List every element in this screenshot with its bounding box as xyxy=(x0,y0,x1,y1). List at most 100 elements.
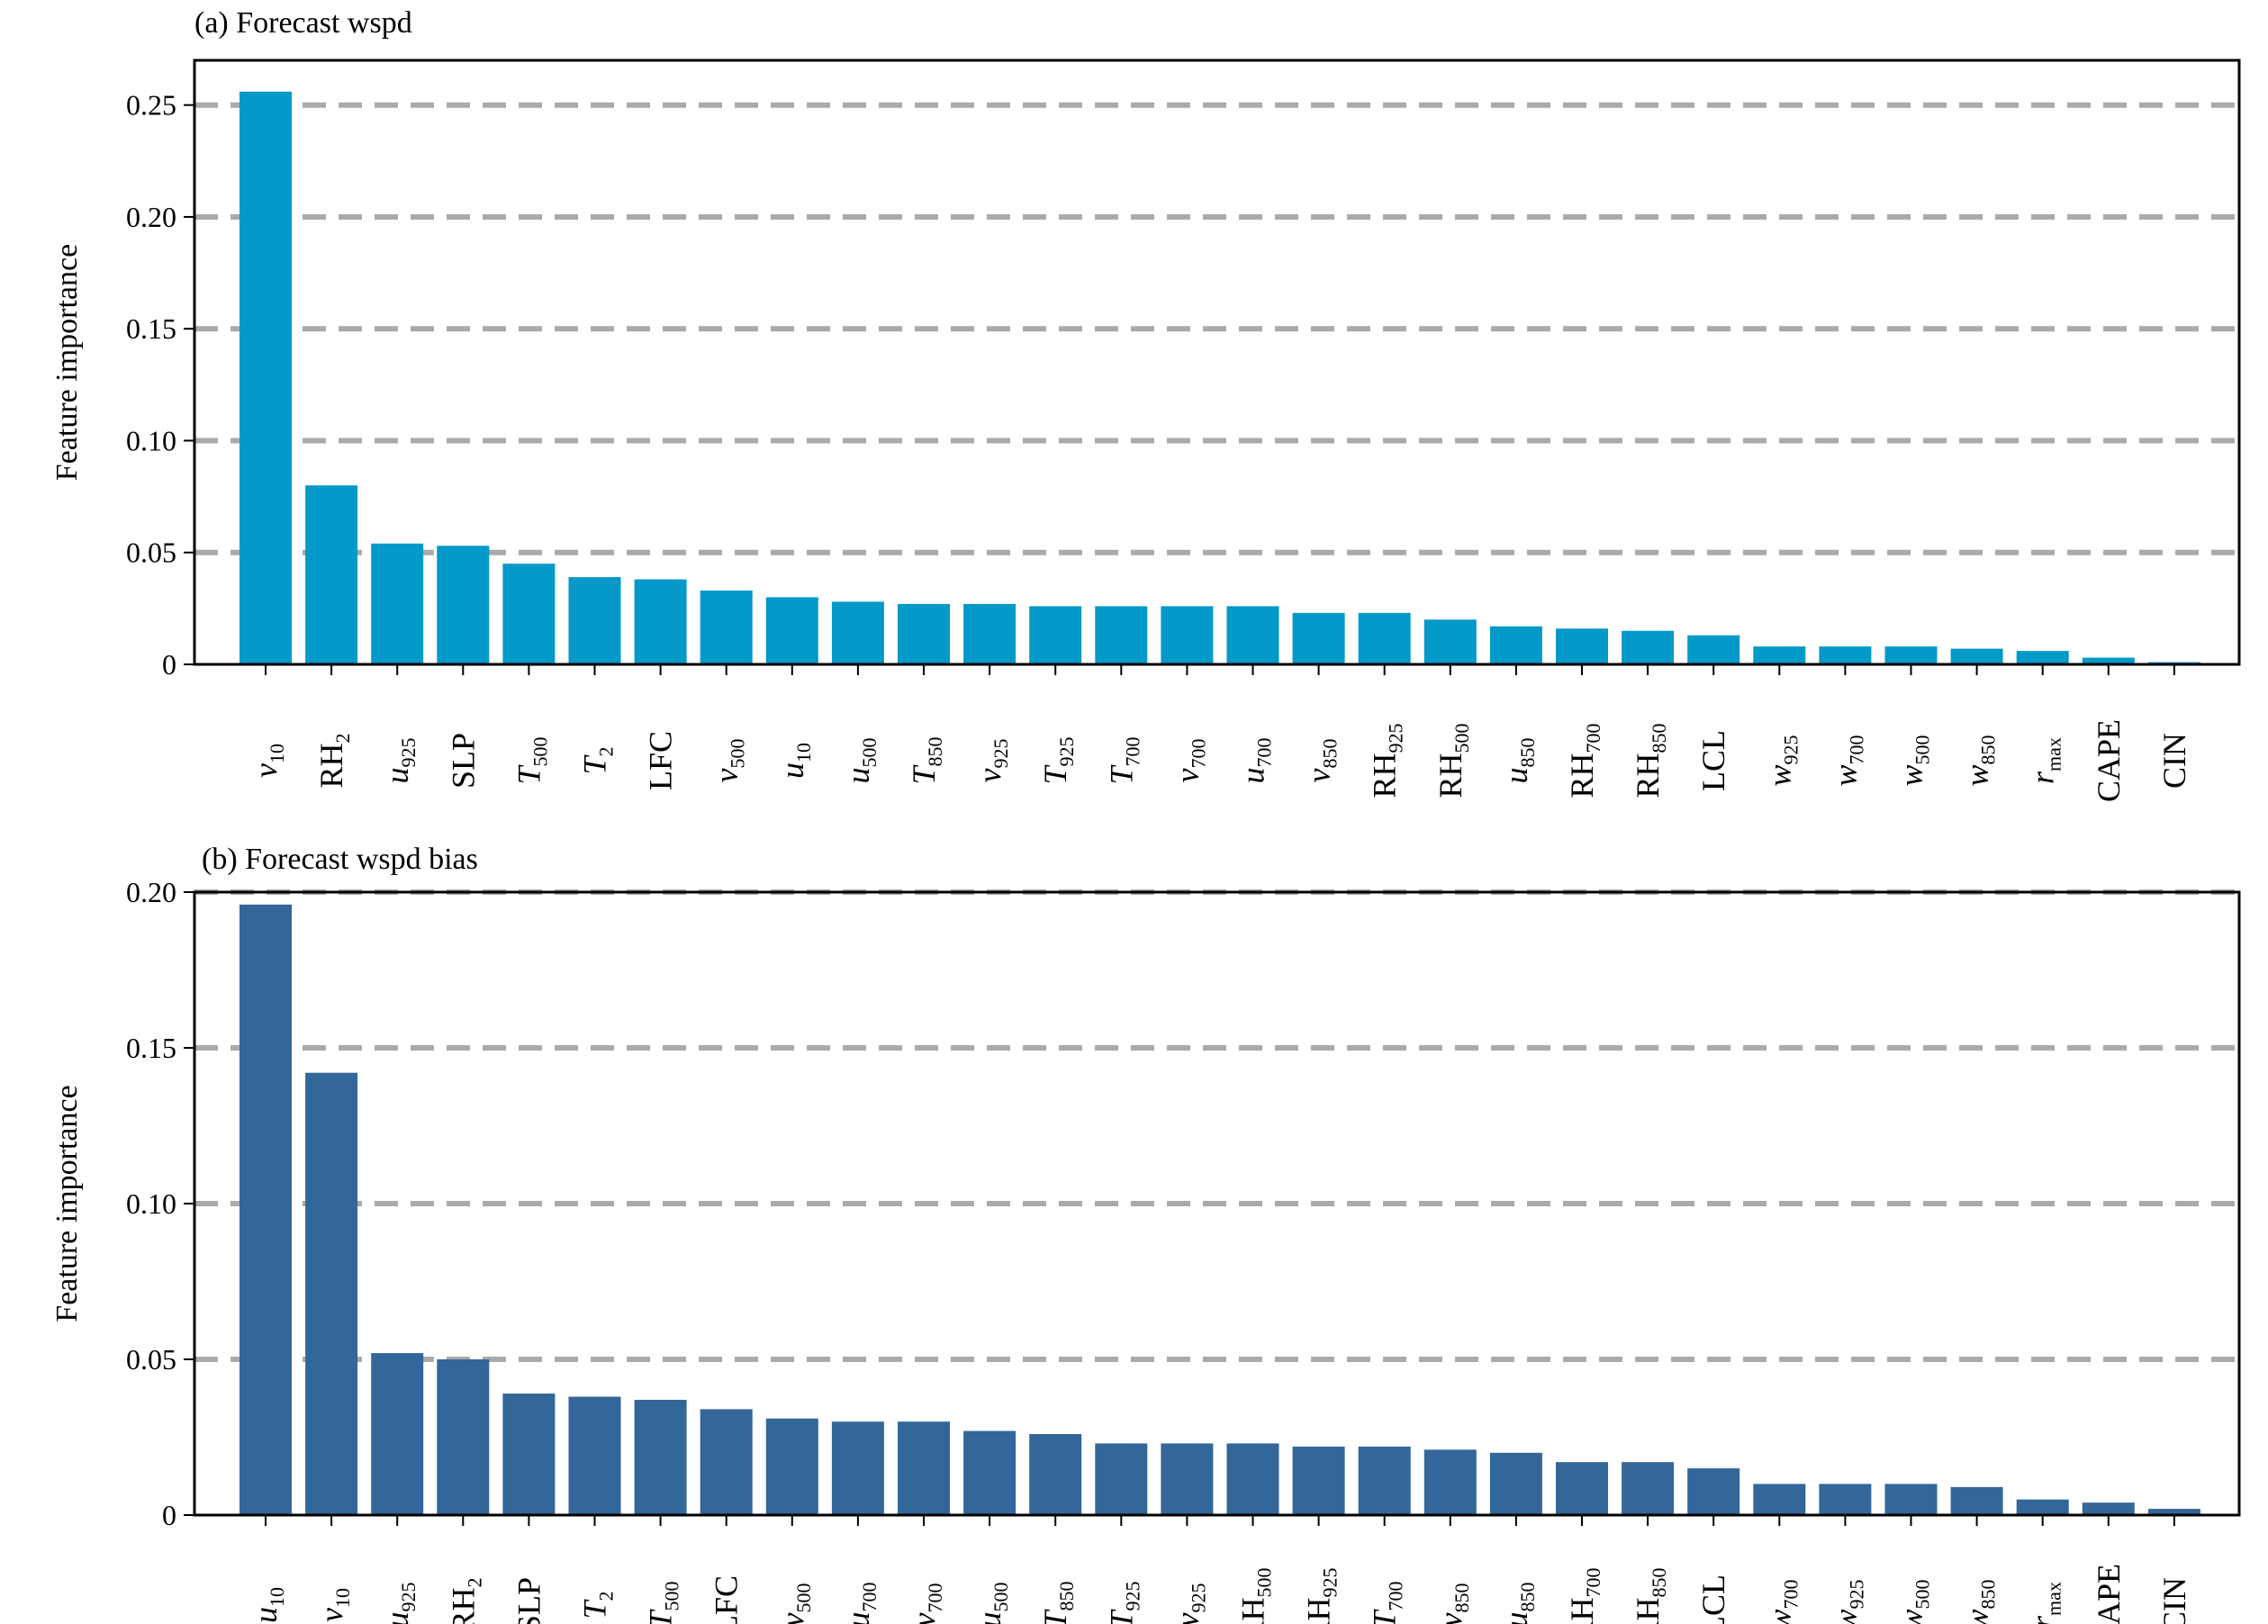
x-tick-label: w925 xyxy=(1761,735,1802,786)
y-tick-label: 0.20 xyxy=(126,876,176,908)
bar xyxy=(1884,646,1938,664)
x-tick-label: RH700 xyxy=(1564,1567,1604,1624)
x-tick-label: T925 xyxy=(1037,736,1078,784)
x-tick-label: u10 xyxy=(774,743,815,779)
x-tick-label: LFC xyxy=(709,1575,745,1624)
bar xyxy=(568,1396,621,1515)
bar xyxy=(1622,1462,1675,1515)
x-tick-label: v500 xyxy=(774,1583,815,1624)
bar xyxy=(1753,1484,1806,1515)
x-tick-label: T2 xyxy=(577,746,618,774)
x-tick-label: CAPE xyxy=(2091,719,2127,802)
x-tick-label: RH850 xyxy=(1630,723,1670,798)
x-tick-label: v925 xyxy=(1169,1583,1209,1624)
bar xyxy=(502,1394,556,1515)
x-tick-label: T700 xyxy=(1103,736,1143,784)
bar xyxy=(1556,1462,1608,1515)
bar xyxy=(2082,657,2135,664)
x-tick-label: T2 xyxy=(577,1591,618,1619)
x-tick-label: SLP xyxy=(511,1577,547,1624)
x-tick-label: v700 xyxy=(1169,739,1209,783)
bar xyxy=(1161,606,1214,664)
x-tick-label: RH2 xyxy=(313,733,354,788)
bar xyxy=(371,543,424,664)
x-tick-label: w850 xyxy=(1959,735,2000,786)
bar xyxy=(963,603,1017,664)
bar xyxy=(239,91,292,664)
panel-title: (b) Forecast wspd bias xyxy=(202,843,478,876)
bar xyxy=(1950,1486,2003,1515)
x-tick-label: T925 xyxy=(1103,1581,1143,1624)
x-tick-label: RH925 xyxy=(1301,1567,1342,1624)
bar xyxy=(2016,651,2069,664)
bar xyxy=(1819,646,1872,664)
x-tick-label: w700 xyxy=(1827,735,1867,786)
y-tick-label: 0.10 xyxy=(126,424,176,456)
bar xyxy=(1489,626,1542,664)
x-tick-label: u500 xyxy=(840,738,881,784)
x-tick-label: T500 xyxy=(511,736,551,784)
bar xyxy=(1687,1468,1740,1515)
x-tick-label: T700 xyxy=(1367,1581,1407,1624)
bar xyxy=(1161,1443,1214,1515)
x-tick-label: CAPE xyxy=(2091,1564,2127,1624)
bar xyxy=(239,904,292,1515)
bar xyxy=(1622,630,1675,664)
bar xyxy=(765,597,818,664)
bar xyxy=(1687,635,1740,664)
x-tick-label: v850 xyxy=(1432,1583,1473,1624)
x-tick-label: v10 xyxy=(248,744,288,778)
bar xyxy=(700,590,753,664)
bar xyxy=(1358,1446,1411,1515)
bar xyxy=(765,1418,818,1515)
x-tick-label: u10 xyxy=(248,1587,288,1623)
x-tick-label: u850 xyxy=(1498,1583,1539,1624)
x-tick-label: RH925 xyxy=(1367,723,1407,798)
x-tick-label: T850 xyxy=(1037,1581,1078,1624)
bar xyxy=(1029,1434,1082,1515)
bar xyxy=(371,1353,424,1515)
x-tick-label: u700 xyxy=(840,1583,881,1624)
y-tick-label: 0.15 xyxy=(126,312,176,345)
bar xyxy=(1226,1443,1279,1515)
bar xyxy=(634,1399,687,1515)
bar xyxy=(568,577,621,664)
x-tick-label: RH850 xyxy=(1630,1567,1670,1624)
bar xyxy=(1884,1484,1938,1515)
x-tick-label: v10 xyxy=(313,1588,354,1622)
y-tick-label: 0.25 xyxy=(126,89,176,122)
x-tick-label: CIN xyxy=(2156,1577,2192,1624)
bar xyxy=(1423,619,1477,664)
bar xyxy=(1950,648,2003,664)
panel-a: (a) Forecast wspd Feature importance 0 0.05… xyxy=(50,6,2241,802)
bar xyxy=(2016,1499,2069,1515)
x-tick-label: rmax xyxy=(2025,1582,2065,1624)
x-tick-label: RH2 xyxy=(445,1577,485,1624)
x-tick-label: T850 xyxy=(906,736,946,784)
y-tick-label: 0.15 xyxy=(126,1032,176,1064)
x-tick-label: w850 xyxy=(1959,1579,2000,1624)
bar xyxy=(1753,646,1806,664)
panel-b: (b) Forecast wspd bias Feature importance… xyxy=(50,843,2241,1624)
panel-title: (a) Forecast wspd xyxy=(194,6,412,40)
x-tick-label: v700 xyxy=(906,1583,946,1624)
bar xyxy=(1423,1449,1477,1515)
x-tick-label: RH500 xyxy=(1235,1567,1276,1624)
bar xyxy=(2147,1509,2200,1515)
x-tick-label: SLP xyxy=(445,733,481,789)
x-tick-label: u500 xyxy=(971,1583,1012,1624)
bar xyxy=(1292,612,1345,664)
bar xyxy=(502,564,556,664)
x-tick-label: CIN xyxy=(2156,733,2192,789)
bar xyxy=(1292,1446,1345,1515)
y-tick-label: 0.20 xyxy=(126,201,176,233)
bar xyxy=(831,601,884,664)
bar xyxy=(1358,612,1411,664)
bar xyxy=(1029,606,1082,664)
y-axis-label: Feature importance xyxy=(50,1085,84,1322)
x-tick-label: u700 xyxy=(1235,738,1276,784)
plot-frame xyxy=(193,59,2241,666)
x-tick-label: u850 xyxy=(1498,738,1539,784)
bar xyxy=(700,1409,753,1515)
